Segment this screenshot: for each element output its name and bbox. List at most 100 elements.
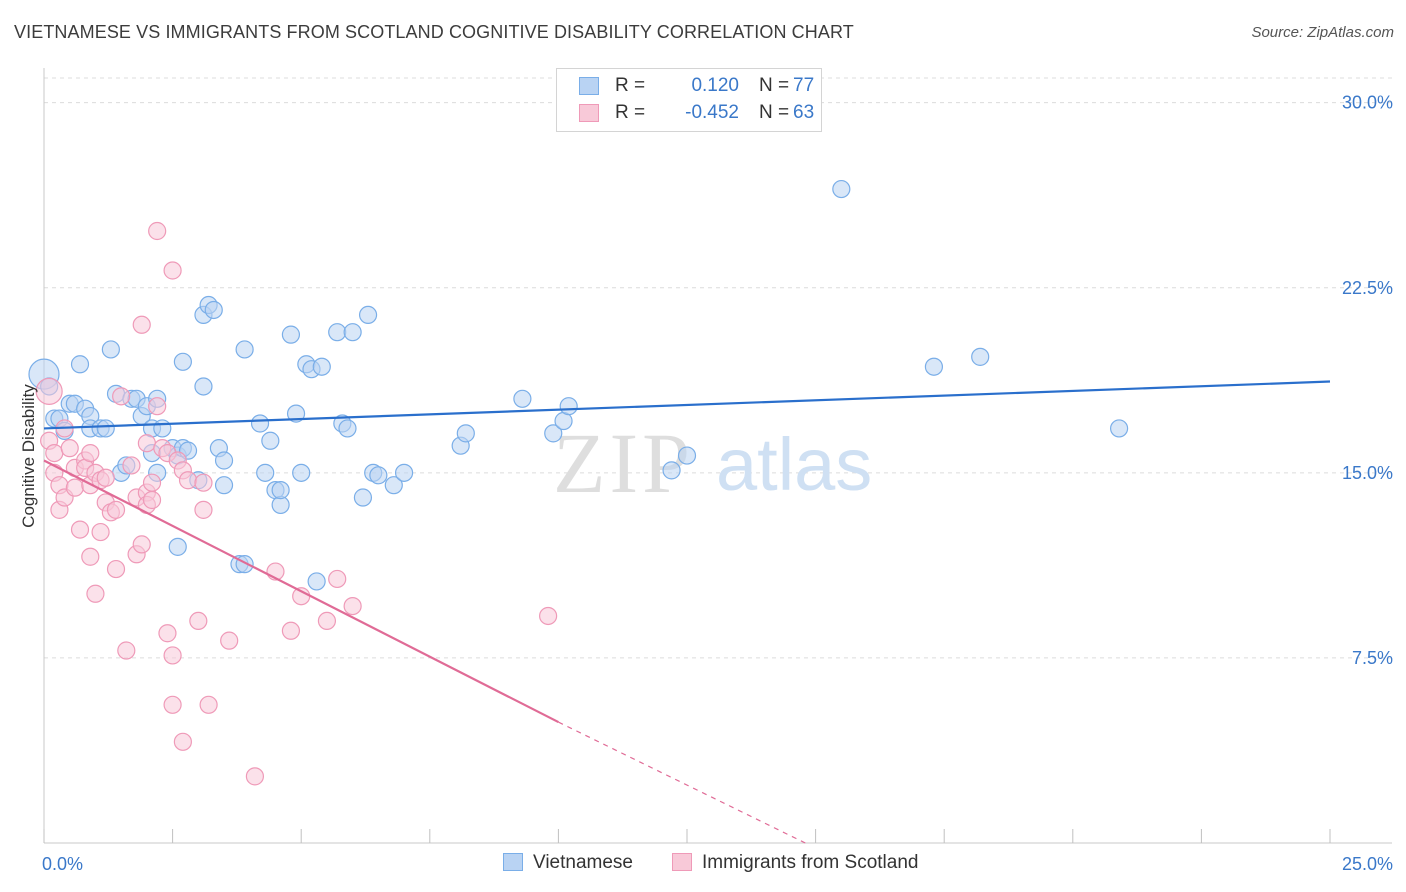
vietnamese-point xyxy=(662,461,681,480)
scotland-point xyxy=(60,439,79,458)
scotland-point xyxy=(173,732,192,751)
vietnamese-point xyxy=(394,463,414,482)
vietnamese-point xyxy=(96,419,115,438)
scotland-point xyxy=(45,443,64,463)
scotland-point xyxy=(281,621,301,640)
scotland-point xyxy=(81,443,100,463)
vietnamese-point xyxy=(343,323,362,342)
vietnamese-point xyxy=(153,419,172,438)
legend-swatch-scotland xyxy=(579,104,599,122)
y-tick-label: 22.5% xyxy=(1342,278,1393,298)
scotland-point xyxy=(328,569,347,589)
scotland-point xyxy=(189,611,208,631)
scotland-point xyxy=(194,500,213,519)
scotland-point xyxy=(81,547,100,566)
series-swatch-scotland xyxy=(672,853,692,871)
scotland-point xyxy=(245,767,265,786)
scotland-point xyxy=(343,596,362,616)
legend-n-value: 77 xyxy=(793,75,815,96)
vietnamese-point xyxy=(971,347,990,366)
vietnamese-point xyxy=(1109,419,1129,438)
y-axis-label: Cognitive Disability xyxy=(19,384,38,528)
scotland-point xyxy=(86,584,105,603)
vietnamese-point xyxy=(292,463,311,482)
vietnamese-point xyxy=(235,340,254,359)
series-legend-vietnamese: Vietnamese xyxy=(503,852,633,874)
scotland-point xyxy=(158,624,177,643)
scotland-point xyxy=(539,606,558,626)
vietnamese-point xyxy=(101,340,120,359)
series-legend-scotland: Immigrants from Scotland xyxy=(672,852,918,874)
legend-n-label: N = xyxy=(759,75,790,96)
vietnamese-trend-line xyxy=(43,380,1331,430)
scotland-point xyxy=(137,434,156,453)
scotland-point xyxy=(142,490,162,510)
legend-n-value: 63 xyxy=(793,102,815,123)
scotland-point xyxy=(132,535,151,554)
scotland-point xyxy=(220,631,239,650)
vietnamese-point xyxy=(214,476,234,495)
vietnamese-point xyxy=(384,476,403,495)
vietnamese-point xyxy=(235,555,254,574)
x-tick-label: 25.0% xyxy=(1342,854,1393,874)
y-tick-label: 15.0% xyxy=(1342,463,1393,483)
legend-r-value: -0.452 xyxy=(685,102,739,123)
watermark-atlas: atlas xyxy=(716,423,872,506)
vietnamese-point xyxy=(369,466,388,485)
scotland-trend-extension xyxy=(558,721,806,844)
vietnamese-point xyxy=(250,414,270,433)
vietnamese-point xyxy=(168,537,187,556)
scotland-point xyxy=(91,522,110,542)
scotland-point xyxy=(106,500,126,519)
vietnamese-point xyxy=(281,325,301,344)
scotland-point xyxy=(106,559,126,579)
vietnamese-point xyxy=(456,424,475,443)
scotland-point xyxy=(148,397,167,416)
legend-swatch-vietnamese xyxy=(579,77,599,95)
legend-n-label: N = xyxy=(759,102,790,123)
vietnamese-point xyxy=(271,481,290,500)
correlation-legend: R = 0.120 N = 77 R = -0.452 N = 63 xyxy=(556,68,822,132)
vietnamese-point xyxy=(328,323,347,342)
scotland-point xyxy=(148,221,167,241)
vietnamese-point xyxy=(832,179,851,199)
vietnamese-point xyxy=(353,488,373,507)
vietnamese-point xyxy=(924,357,944,376)
y-tick-label: 30.0% xyxy=(1342,93,1393,113)
scotland-trend-line xyxy=(43,459,559,724)
y-tick-label: 7.5% xyxy=(1352,648,1393,668)
vietnamese-point xyxy=(338,419,357,438)
scotland-point xyxy=(142,473,162,492)
vietnamese-point xyxy=(677,446,697,465)
scotland-point xyxy=(163,695,182,714)
vietnamese-point xyxy=(70,355,90,374)
x-tick-label: 0.0% xyxy=(42,854,83,874)
vietnamese-point xyxy=(307,572,326,591)
vietnamese-point xyxy=(204,300,223,320)
vietnamese-point xyxy=(513,389,532,408)
vietnamese-point xyxy=(559,397,578,416)
scotland-point xyxy=(65,478,84,497)
legend-r-value: 0.120 xyxy=(691,75,739,96)
scotland-point xyxy=(112,387,131,406)
chart-title: VIETNAMESE VS IMMIGRANTS FROM SCOTLAND C… xyxy=(14,22,854,42)
vietnamese-point xyxy=(286,404,306,423)
legend-r-label: R = xyxy=(615,102,646,123)
scotland-point xyxy=(132,315,151,334)
series-label-vietnamese: Vietnamese xyxy=(533,852,633,873)
scotland-point xyxy=(199,695,218,714)
scotland-point xyxy=(178,471,198,490)
scotland-point xyxy=(35,377,63,406)
scotland-point xyxy=(317,611,337,631)
scotland-point xyxy=(163,646,182,665)
vietnamese-point xyxy=(358,305,378,325)
chart-source: Source: ZipAtlas.com xyxy=(1251,24,1394,41)
scotland-point xyxy=(117,641,136,660)
vietnamese-point xyxy=(256,463,275,482)
scotland-point xyxy=(96,468,115,487)
scotland-point xyxy=(163,261,182,280)
vietnamese-point xyxy=(312,357,331,376)
legend-r-label: R = xyxy=(615,75,646,96)
vietnamese-point xyxy=(194,377,213,396)
